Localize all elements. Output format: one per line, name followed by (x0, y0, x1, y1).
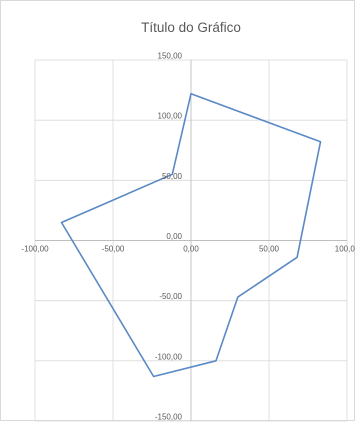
y-tick-label: 0,00 (166, 232, 182, 241)
y-tick-label: 150,00 (158, 52, 183, 61)
chart-title: Título do Gráfico (141, 20, 241, 35)
x-tick-label: 50,00 (259, 245, 280, 254)
y-tick-label: 100,00 (158, 112, 183, 121)
y-tick-label: 50,00 (162, 172, 183, 181)
x-tick-label: 100,00 (335, 245, 355, 254)
x-tick-label: 0,00 (183, 245, 199, 254)
y-tick-label: -50,00 (159, 292, 182, 301)
y-tick-label: -100,00 (155, 352, 183, 361)
x-tick-label: -100,00 (21, 245, 49, 254)
y-tick-label: -150,00 (155, 413, 183, 422)
x-tick-label: -50,00 (102, 245, 125, 254)
